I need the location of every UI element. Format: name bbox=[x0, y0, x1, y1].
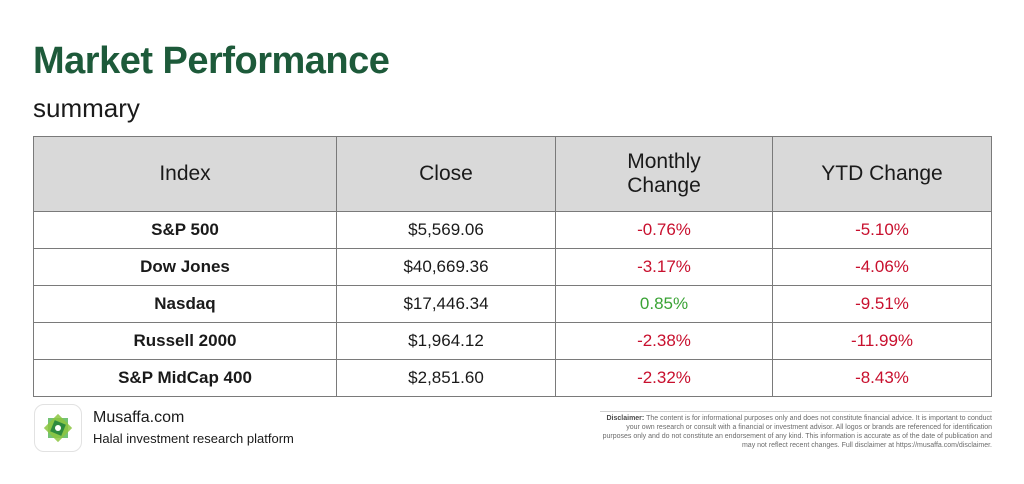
close-value: $1,964.12 bbox=[336, 322, 556, 360]
close-value: $5,569.06 bbox=[336, 211, 556, 249]
brand-name: Musaffa.com bbox=[93, 409, 185, 426]
ytd-change-value: -5.10% bbox=[772, 211, 992, 249]
index-name: Russell 2000 bbox=[33, 322, 337, 360]
close-value: $2,851.60 bbox=[336, 359, 556, 397]
market-performance-table: Index Close Monthly Change YTD Change S&… bbox=[33, 136, 992, 397]
disclaimer-label: Disclaimer: bbox=[606, 415, 645, 422]
table-row: S&P 500 $5,569.06 -0.76% -5.10% bbox=[33, 211, 992, 249]
monthly-change-value: -2.32% bbox=[555, 359, 773, 397]
monthly-change-value: -3.17% bbox=[555, 248, 773, 286]
disclaimer-text: The content is for informational purpose… bbox=[602, 415, 992, 449]
close-value: $40,669.36 bbox=[336, 248, 556, 286]
column-header-close: Close bbox=[336, 136, 556, 212]
ytd-change-value: -4.06% bbox=[772, 248, 992, 286]
index-name: Nasdaq bbox=[33, 285, 337, 323]
ytd-change-value: -8.43% bbox=[772, 359, 992, 397]
column-header-index: Index bbox=[33, 136, 337, 212]
index-name: S&P MidCap 400 bbox=[33, 359, 337, 397]
monthly-change-value: -0.76% bbox=[555, 211, 773, 249]
monthly-change-label: Monthly Change bbox=[627, 150, 701, 197]
ytd-change-value: -9.51% bbox=[772, 285, 992, 323]
column-header-monthly-change: Monthly Change bbox=[555, 136, 773, 212]
brand-tagline: Halal investment research platform bbox=[93, 431, 294, 446]
ytd-change-value: -11.99% bbox=[772, 322, 992, 360]
table-row: Dow Jones $40,669.36 -3.17% -4.06% bbox=[33, 248, 992, 286]
musaffa-logo-icon bbox=[34, 404, 82, 452]
index-name: S&P 500 bbox=[33, 211, 337, 249]
column-header-ytd-change: YTD Change bbox=[772, 136, 992, 212]
table-row: Russell 2000 $1,964.12 -2.38% -11.99% bbox=[33, 322, 992, 360]
close-value: $17,446.34 bbox=[336, 285, 556, 323]
page-subtitle: summary bbox=[33, 93, 140, 123]
index-name: Dow Jones bbox=[33, 248, 337, 286]
disclaimer: Disclaimer: The content is for informati… bbox=[600, 411, 992, 450]
table-header-row: Index Close Monthly Change YTD Change bbox=[33, 136, 992, 212]
page-title: Market Performance bbox=[33, 40, 390, 82]
table-row: S&P MidCap 400 $2,851.60 -2.32% -8.43% bbox=[33, 359, 992, 397]
monthly-change-value: 0.85% bbox=[555, 285, 773, 323]
table-row: Nasdaq $17,446.34 0.85% -9.51% bbox=[33, 285, 992, 323]
monthly-change-value: -2.38% bbox=[555, 322, 773, 360]
